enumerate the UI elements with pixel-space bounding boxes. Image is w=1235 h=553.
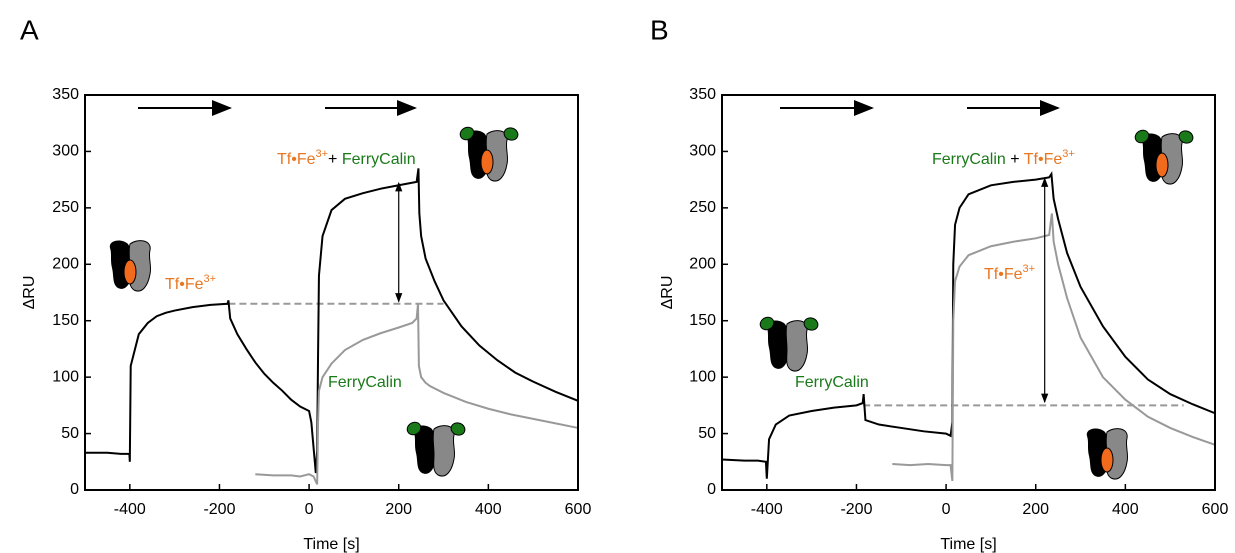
annotation-part: Tf•Fe [165,276,204,293]
annotation-part: FerryCalin [342,151,416,168]
y-tick-label: 350 [689,86,716,103]
x-tick-label: 400 [475,501,502,518]
y-tick-label: 300 [52,143,79,160]
panel-label: B [650,14,669,45]
annotation: FerryCalin [795,374,869,391]
y-tick-label: 250 [689,199,716,216]
protein-icon [457,124,521,182]
panel-label: A [20,14,39,45]
annotation-part: + [328,151,342,168]
annotation: Tf•Fe3++ FerryCalin [277,148,416,168]
protein-icon [757,314,821,372]
x-tick-label: 600 [565,501,592,518]
protein-icon [1132,127,1196,185]
annotation-part: + [1006,151,1024,168]
annotation-part: Tf•Fe [277,151,316,168]
y-axis-label: ΔRU [659,276,676,310]
y-tick-label: 50 [61,425,79,442]
y-tick-label: 100 [52,368,79,385]
annotation: Tf•Fe3+ [984,263,1035,283]
series-line [85,168,579,474]
y-tick-label: 350 [52,86,79,103]
y-tick-label: 100 [689,368,716,385]
x-tick-label: -200 [203,501,235,518]
x-tick-label: 400 [1112,501,1139,518]
annotation-part: Tf•Fe [1024,151,1063,168]
annotation-part: FerryCalin [328,374,402,391]
series-line [892,213,1216,482]
annotation-part: 3+ [1062,148,1075,160]
y-tick-label: 50 [698,425,716,442]
x-tick-label: 0 [305,501,314,518]
annotation-part: 3+ [316,148,329,160]
protein-icon [1086,428,1129,480]
y-tick-label: 300 [689,143,716,160]
y-tick-label: 200 [52,256,79,273]
protein-icon [109,240,152,292]
plot-frame [84,94,579,491]
x-axis-label: Time [s] [940,536,996,553]
x-tick-label: 0 [942,501,951,518]
annotation: Tf•Fe3+ [165,273,216,293]
series-line [255,303,579,485]
annotation-part: 3+ [204,273,217,285]
annotation-part: Tf•Fe [984,266,1023,283]
y-tick-label: 0 [70,481,79,498]
x-tick-label: -400 [114,501,146,518]
y-axis-label: ΔRU [21,276,38,310]
x-tick-label: 600 [1202,501,1229,518]
annotation-part: 3+ [1023,263,1036,275]
icons [109,124,1196,480]
plot-frame [721,94,1216,491]
annotation: FerryCalin [328,374,402,391]
x-tick-label: -400 [751,501,783,518]
x-tick-label: 200 [1022,501,1049,518]
y-tick-label: 250 [52,199,79,216]
protein-icon [404,419,468,477]
annotation-part: FerryCalin [932,151,1006,168]
x-tick-label: 200 [385,501,412,518]
x-axis-label: Time [s] [303,536,359,553]
annotation: FerryCalin + Tf•Fe3+ [932,148,1075,168]
y-tick-label: 150 [689,312,716,329]
x-tick-label: -200 [840,501,872,518]
y-tick-label: 200 [689,256,716,273]
annotation-part: FerryCalin [795,374,869,391]
y-tick-label: 0 [707,481,716,498]
y-tick-label: 150 [52,312,79,329]
